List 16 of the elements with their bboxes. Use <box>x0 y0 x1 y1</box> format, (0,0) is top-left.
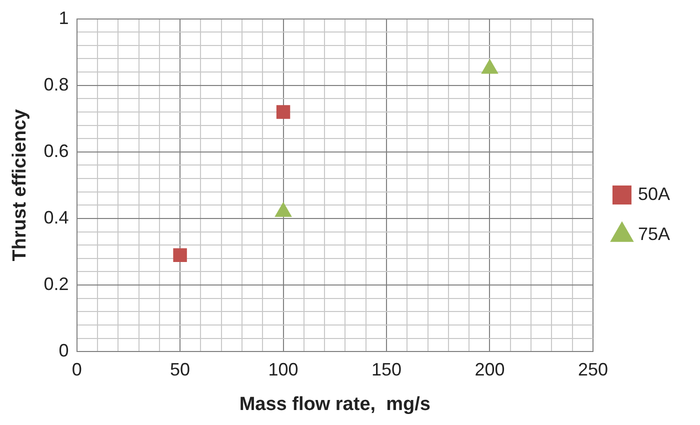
y-tick-label: 0.6 <box>44 140 69 161</box>
x-tick-label: 200 <box>474 359 505 380</box>
y-tick-label: 1 <box>58 8 69 28</box>
y-tick-label: 0 <box>58 340 69 361</box>
y-axis-title: Thrust efficiency <box>10 108 31 262</box>
y-tick-label: 0.8 <box>44 74 69 94</box>
y-tick-label: 0.4 <box>44 207 69 228</box>
x-tick-label: 100 <box>268 359 298 380</box>
x-tick-label: 150 <box>371 359 402 380</box>
legend-label: 50A <box>638 184 670 204</box>
x-tick-label: 50 <box>170 359 190 380</box>
x-tick-label: 0 <box>72 359 82 380</box>
legend-label: 75A <box>638 224 670 244</box>
x-axis-title: Mass flow rate, mg/s <box>239 394 430 415</box>
x-tick-label: 250 <box>578 359 608 380</box>
y-tick-label: 0.2 <box>44 274 69 294</box>
